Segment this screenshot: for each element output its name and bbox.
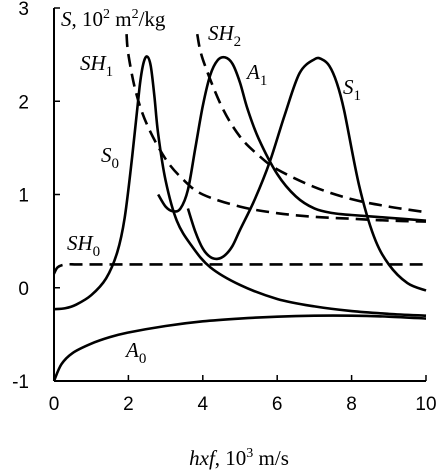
x-tick-label: 10 [415, 394, 436, 415]
x-tick-label: 0 [49, 394, 60, 415]
y-tick-label: 0 [18, 279, 29, 300]
curve-label-sh0: SH0 [67, 231, 100, 260]
curve-label-sh1: SH1 [80, 51, 113, 80]
series-sh1-line [125, 33, 427, 223]
series-a0-line [52, 314, 427, 382]
x-tick-label: 6 [272, 394, 283, 415]
series-sh0-line [52, 262, 426, 275]
curve-label-a0: A0 [124, 338, 146, 367]
y-tick-label: -1 [12, 372, 29, 393]
curve-label-a1: A1 [245, 60, 267, 89]
x-tick-label: 4 [198, 394, 209, 415]
y-tick-label: 1 [18, 186, 29, 207]
series-s1-line [186, 56, 427, 292]
series-a1-line [157, 55, 427, 222]
x-tick-label: 2 [123, 394, 134, 415]
x-axis-title: hxf, 103 m/s [189, 446, 289, 470]
curve-label-sh2: SH2 [208, 21, 241, 50]
ticks: 0 2 4 6 8 10 -1 0 1 2 3 [12, 0, 436, 415]
curves [52, 33, 427, 382]
series-sh2-line [195, 33, 427, 214]
curve-label-s0: S0 [101, 143, 119, 172]
y-tick-label: 2 [18, 92, 29, 113]
x-tick-label: 8 [346, 394, 357, 415]
curve-labels: A0 S0 A1 S1 SH0 SH1 SH2 [67, 21, 361, 367]
series-s0-line [53, 55, 427, 318]
curve-label-s1: S1 [343, 75, 361, 104]
y-tick-label: 3 [18, 0, 29, 20]
y-axis-title: S, 102 m2/kg [61, 7, 166, 31]
